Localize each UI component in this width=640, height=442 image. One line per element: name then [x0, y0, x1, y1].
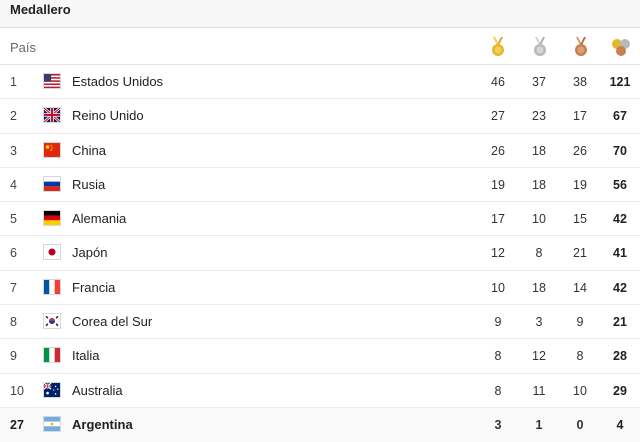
gold-count: 10	[491, 280, 505, 295]
australia-flag-icon	[43, 381, 61, 398]
total-count: 4	[616, 417, 624, 432]
rank-cell: 1	[10, 75, 17, 89]
country-name: Reino Unido	[72, 108, 144, 124]
country-name: Australia	[72, 382, 123, 398]
gold-count: 9	[494, 315, 502, 330]
silver-medal-icon	[530, 36, 550, 58]
bronze-count: 15	[573, 212, 587, 227]
table-row[interactable]: 8 Corea del Sur 9 3 9 21	[0, 305, 640, 340]
gold-medal-icon	[488, 36, 508, 58]
rank-cell: 7	[10, 280, 17, 295]
total-count: 21	[613, 315, 627, 330]
country-name: Estados Unidos	[72, 74, 164, 89]
bronze-count: 19	[573, 177, 587, 192]
china-flag-icon	[43, 141, 61, 158]
total-count: 70	[613, 143, 627, 158]
bronze-count: 10	[573, 383, 587, 398]
gold-count: 27	[491, 109, 505, 124]
country-name: Alemania	[72, 211, 127, 227]
russia-flag-icon	[43, 175, 61, 192]
us-flag-icon	[43, 73, 61, 89]
bronze-count: 38	[573, 75, 587, 89]
italy-flag-icon	[43, 347, 61, 364]
total-count: 41	[613, 246, 627, 261]
rank-cell: 8	[10, 315, 17, 330]
gold-count: 46	[491, 75, 505, 89]
rank-cell: 4	[10, 177, 17, 192]
bronze-count: 9	[576, 315, 584, 330]
silver-count: 11	[532, 383, 546, 398]
page-title: Medallero	[10, 2, 71, 17]
medal-rows: 1 Estados Unidos 46 37 38 121 2	[0, 65, 640, 442]
table-row[interactable]: 2 Reino Unido 27 23 17 67	[0, 99, 640, 134]
table-row[interactable]: 1 Estados Unidos 46 37 38 121	[0, 65, 640, 100]
table-row[interactable]: 5 Alemania 17 10 15 42	[0, 202, 640, 237]
country-name: Francia	[72, 279, 116, 295]
gold-count: 26	[491, 143, 505, 158]
silver-count: 8	[535, 246, 543, 261]
rank-cell: 2	[10, 109, 17, 124]
bronze-count: 21	[573, 246, 587, 261]
argentina-flag-icon	[43, 415, 61, 432]
country-name: China	[72, 142, 106, 158]
silver-count: 3	[535, 315, 543, 330]
country-name: Corea del Sur	[72, 314, 153, 330]
country-name: Japón	[72, 245, 108, 261]
silver-count: 18	[532, 177, 546, 192]
rank-cell: 9	[10, 349, 17, 364]
bronze-medal-icon	[571, 36, 591, 58]
total-count: 42	[613, 280, 627, 295]
table-row[interactable]: 10 Australia 8 11	[0, 374, 640, 408]
bronze-count: 26	[573, 143, 587, 158]
table-row[interactable]: 4 Rusia 19 18 19 56	[0, 168, 640, 203]
gold-count: 3	[494, 417, 502, 432]
country-column-header: País	[10, 40, 37, 55]
silver-count: 23	[532, 109, 546, 124]
japan-flag-icon	[43, 244, 61, 261]
table-header: País	[0, 28, 640, 65]
table-row[interactable]: 9 Italia 8 12 8 28	[0, 339, 640, 374]
total-count: 29	[613, 383, 627, 398]
table-row[interactable]: 7 Francia 10 18 14 42	[0, 271, 640, 306]
bronze-count: 0	[576, 417, 584, 432]
country-name: Italia	[72, 348, 100, 364]
gold-count: 12	[491, 246, 505, 261]
silver-count: 12	[532, 349, 546, 364]
uk-flag-icon	[43, 107, 61, 124]
gold-count: 8	[494, 349, 502, 364]
gold-count: 19	[491, 177, 505, 192]
country-name: Rusia	[72, 176, 106, 192]
table-row[interactable]: 6 Japón 12 8 21 41	[0, 236, 640, 271]
title-bar: Medallero	[0, 0, 640, 28]
silver-count: 18	[532, 280, 546, 295]
total-count: 42	[613, 212, 627, 227]
table-row-highlighted[interactable]: 27 Argentina 3 1 0 4	[0, 407, 640, 442]
silver-count: 18	[532, 143, 546, 158]
rank-cell: 5	[10, 212, 17, 227]
rank-cell: 3	[10, 143, 17, 158]
rank-cell: 6	[10, 246, 17, 261]
table-row[interactable]: 3 China 26 18 26 70	[0, 134, 640, 168]
gold-count: 8	[494, 383, 502, 398]
rank-cell: 10	[10, 383, 24, 398]
total-count: 56	[613, 177, 627, 192]
bronze-count: 17	[573, 109, 587, 124]
silver-count: 10	[532, 212, 546, 227]
silver-count: 1	[535, 417, 543, 432]
bronze-count: 14	[573, 280, 587, 295]
germany-flag-icon	[43, 210, 61, 227]
rank-cell: 27	[10, 417, 24, 432]
total-count: 121	[609, 75, 631, 89]
total-count: 28	[613, 349, 627, 364]
gold-count: 17	[491, 212, 505, 227]
total-count: 67	[613, 109, 627, 124]
total-medals-icon	[610, 36, 630, 58]
country-name: Argentina	[72, 416, 133, 432]
france-flag-icon	[43, 278, 61, 295]
bronze-count: 8	[576, 349, 584, 364]
south-korea-flag-icon	[43, 313, 61, 330]
silver-count: 37	[532, 75, 546, 89]
